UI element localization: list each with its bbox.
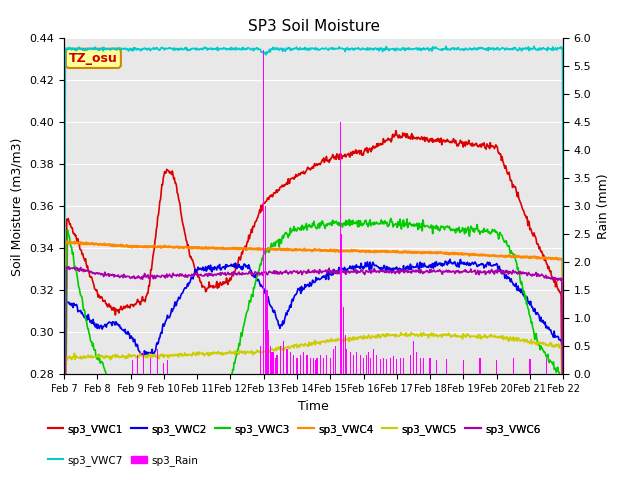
Bar (315, 360, 316, 374)
Bar (296, 358, 298, 374)
Bar (310, 358, 311, 374)
Bar (429, 358, 431, 374)
Bar (300, 355, 301, 374)
Bar (271, 352, 273, 374)
Bar (323, 358, 324, 374)
Bar (353, 355, 354, 374)
Bar (513, 358, 514, 374)
Bar (319, 355, 321, 374)
Bar (326, 355, 328, 374)
Bar (276, 355, 278, 374)
Bar (344, 335, 346, 374)
Bar (479, 358, 481, 374)
Bar (363, 358, 364, 374)
Bar (275, 358, 276, 374)
Bar (403, 358, 404, 374)
Bar (366, 355, 367, 374)
Bar (157, 349, 158, 374)
Bar (436, 360, 437, 374)
Bar (330, 358, 331, 374)
Bar (316, 358, 317, 374)
Bar (356, 352, 358, 374)
Y-axis label: Soil Moisture (m3/m3): Soil Moisture (m3/m3) (11, 137, 24, 276)
Bar (286, 349, 287, 374)
Bar (410, 355, 411, 374)
Bar (413, 341, 414, 374)
Bar (132, 360, 133, 374)
Bar (373, 349, 374, 374)
Bar (463, 360, 464, 374)
Bar (150, 358, 151, 374)
Bar (360, 355, 361, 374)
Bar (269, 347, 271, 374)
Bar (346, 349, 348, 374)
Bar (340, 122, 341, 374)
Bar (529, 359, 531, 374)
Bar (166, 360, 168, 374)
Bar (333, 349, 334, 374)
Bar (396, 359, 397, 374)
Bar (163, 363, 164, 374)
Bar (143, 352, 145, 374)
Bar (268, 330, 269, 374)
Bar (313, 358, 314, 374)
Bar (343, 307, 344, 374)
Text: TZ_osu: TZ_osu (69, 52, 118, 65)
Bar (307, 355, 308, 374)
X-axis label: Time: Time (298, 400, 329, 413)
Bar (341, 234, 342, 374)
Bar (383, 358, 384, 374)
Bar (280, 347, 281, 374)
Bar (546, 358, 547, 374)
Bar (263, 49, 264, 374)
Bar (260, 347, 261, 374)
Bar (273, 352, 275, 374)
Bar (283, 341, 284, 374)
Bar (368, 352, 369, 374)
Bar (136, 355, 138, 374)
Bar (419, 358, 420, 374)
Bar (380, 359, 381, 374)
Bar (496, 360, 497, 374)
Bar (293, 355, 294, 374)
Bar (266, 290, 268, 374)
Bar (386, 359, 387, 374)
Bar (423, 358, 424, 374)
Y-axis label: Rain (mm): Rain (mm) (597, 174, 610, 239)
Bar (390, 358, 391, 374)
Bar (446, 359, 447, 374)
Title: SP3 Soil Moisture: SP3 Soil Moisture (248, 20, 380, 35)
Bar (399, 358, 401, 374)
Bar (349, 352, 351, 374)
Legend: sp3_VWC7, sp3_Rain: sp3_VWC7, sp3_Rain (44, 451, 202, 470)
Bar (265, 206, 266, 374)
Bar (335, 347, 336, 374)
Bar (290, 352, 291, 374)
Bar (303, 352, 304, 374)
Legend: sp3_VWC1, sp3_VWC2, sp3_VWC3, sp3_VWC4, sp3_VWC5, sp3_VWC6: sp3_VWC1, sp3_VWC2, sp3_VWC3, sp3_VWC4, … (44, 420, 545, 439)
Bar (376, 355, 378, 374)
Bar (369, 358, 371, 374)
Bar (393, 357, 394, 374)
Bar (416, 352, 417, 374)
